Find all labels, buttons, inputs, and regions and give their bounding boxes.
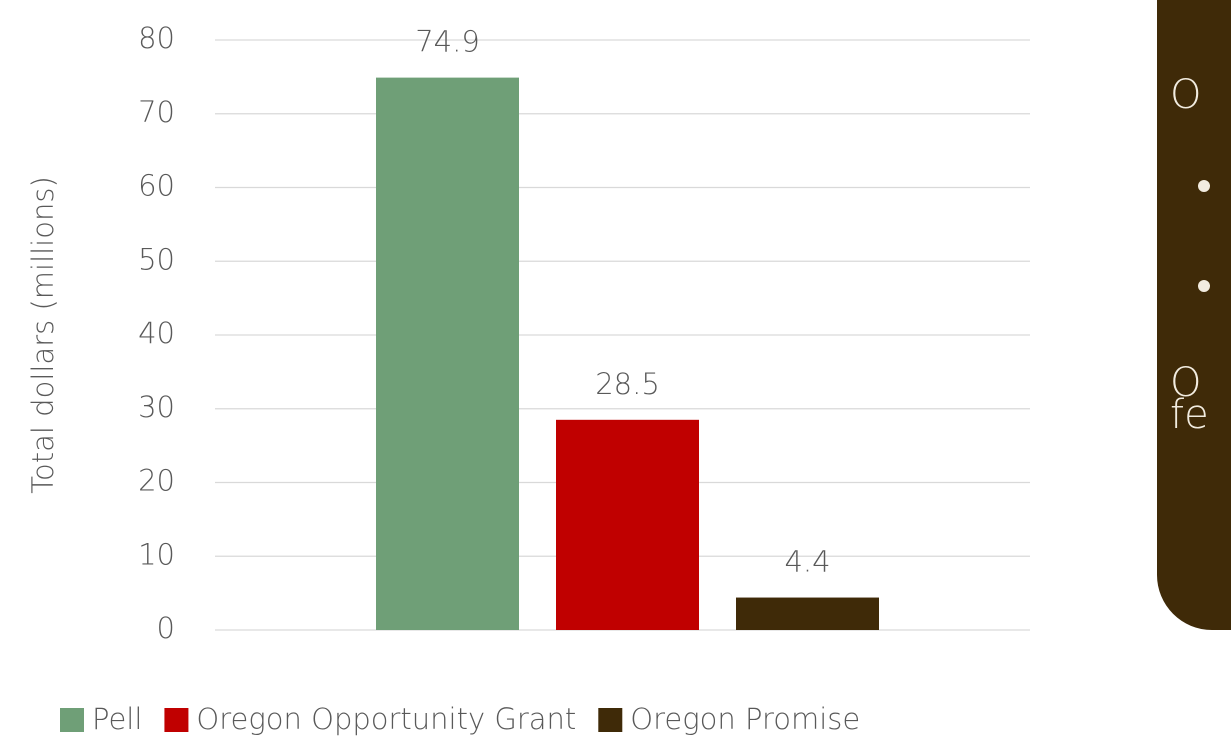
- y-axis-label: Total dollars (millions): [26, 176, 60, 494]
- y-tick-label: 50: [138, 242, 175, 276]
- callout-text: fe: [1170, 392, 1209, 438]
- legend-swatch: [598, 708, 623, 732]
- bullet: [1198, 280, 1210, 292]
- y-tick-label: 30: [138, 390, 175, 424]
- y-tick-label: 60: [138, 169, 175, 203]
- callout-text: O: [1170, 72, 1201, 118]
- y-tick-label: 10: [138, 537, 175, 571]
- y-tick-label: 0: [157, 611, 175, 645]
- callout-box: [1157, 0, 1231, 630]
- legend-swatch: [60, 708, 84, 732]
- legend-label: Oregon Promise: [630, 702, 860, 736]
- y-tick-label: 40: [138, 316, 175, 350]
- bar: [376, 77, 519, 631]
- legend-label: Oregon Opportunity Grant: [196, 702, 576, 736]
- legend-label: Pell: [92, 702, 142, 736]
- data-label: 74.9: [415, 25, 480, 59]
- bar: [736, 597, 879, 630]
- callout-text: O: [1170, 360, 1201, 406]
- data-label: 28.5: [595, 367, 660, 401]
- legend-swatch: [164, 708, 189, 732]
- y-tick-label: 70: [138, 95, 175, 129]
- y-tick-label: 20: [138, 464, 175, 498]
- y-tick-label: 80: [138, 21, 175, 55]
- bullet: [1198, 180, 1210, 192]
- bar: [556, 419, 699, 630]
- data-label: 4.4: [784, 545, 830, 579]
